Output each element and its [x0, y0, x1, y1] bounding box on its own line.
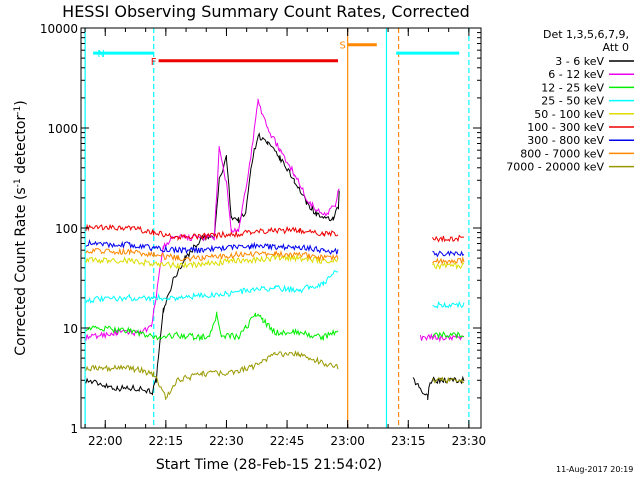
series-line-2: [85, 311, 465, 342]
series-line-4: [85, 253, 465, 271]
legend-label-1: 6 - 12 keV: [548, 68, 604, 81]
legend-label-3: 25 - 50 keV: [541, 95, 604, 108]
series-line-0: [85, 132, 465, 401]
y-tick-label-1: 1000: [47, 122, 78, 136]
chart-title: HESSI Observing Summary Count Rates, Cor…: [62, 2, 470, 21]
legend-label-2: 12 - 25 keV: [541, 81, 604, 94]
legend-label-0: 3 - 6 keV: [555, 55, 604, 68]
legend-label-7: 800 - 7000 keV: [520, 147, 604, 160]
x-tick-label-6: 23:30: [452, 434, 487, 448]
y-axis-label-mid: detector: [13, 115, 29, 179]
flag-label-S: S: [339, 41, 345, 52]
y-axis-label-sup2: -1: [13, 106, 23, 115]
y-tick-label-0: 10000: [40, 22, 78, 36]
plot-area: N F S 10000 1000 100 10 1 22:00 22:15 22:30 22:45 23…: [40, 22, 486, 448]
flag-label-F: F: [151, 57, 157, 68]
legend-header-2: Att 0: [603, 41, 629, 54]
series-line-7: [85, 247, 465, 266]
legend-label-8: 7000 - 20000 keV: [506, 161, 604, 174]
x-tick-label-3: 22:45: [270, 434, 305, 448]
series-line-1: [85, 98, 465, 343]
flag-label-N: N: [97, 49, 104, 60]
timestamp-label: 11-Aug-2017 20:19: [556, 465, 633, 474]
y-tick-label-4: 1: [70, 422, 78, 436]
x-tick-label-0: 22:00: [88, 434, 123, 448]
legend-header-1: Det 1,3,5,6,7,9,: [543, 28, 629, 41]
y-tick-label-3: 10: [63, 322, 78, 336]
y-axis-label-main: Corrected Count Rate (s: [13, 187, 29, 355]
y-tick-label-2: 100: [55, 222, 78, 236]
series-line-6: [85, 239, 465, 258]
x-tick-label-5: 23:15: [391, 434, 426, 448]
x-axis-label: Start Time (28-Feb-15 21:54:02): [156, 457, 382, 473]
x-tick-label-4: 23:00: [330, 434, 365, 448]
y-axis-label-sup1: -1: [13, 178, 23, 187]
x-tick-label-2: 22:30: [209, 434, 244, 448]
series-line-5: [85, 223, 464, 243]
legend-label-5: 100 - 300 keV: [527, 121, 604, 134]
legend-label-4: 50 - 100 keV: [534, 108, 604, 121]
series-line-8: [85, 350, 465, 400]
y-axis-label: Corrected Count Rate (s-1 detector-1): [13, 100, 29, 355]
y-axis-label-end: ): [13, 100, 29, 105]
x-tick-label-1: 22:15: [149, 434, 184, 448]
series-line-3: [85, 270, 465, 309]
legend-label-6: 300 - 800 keV: [527, 134, 604, 147]
